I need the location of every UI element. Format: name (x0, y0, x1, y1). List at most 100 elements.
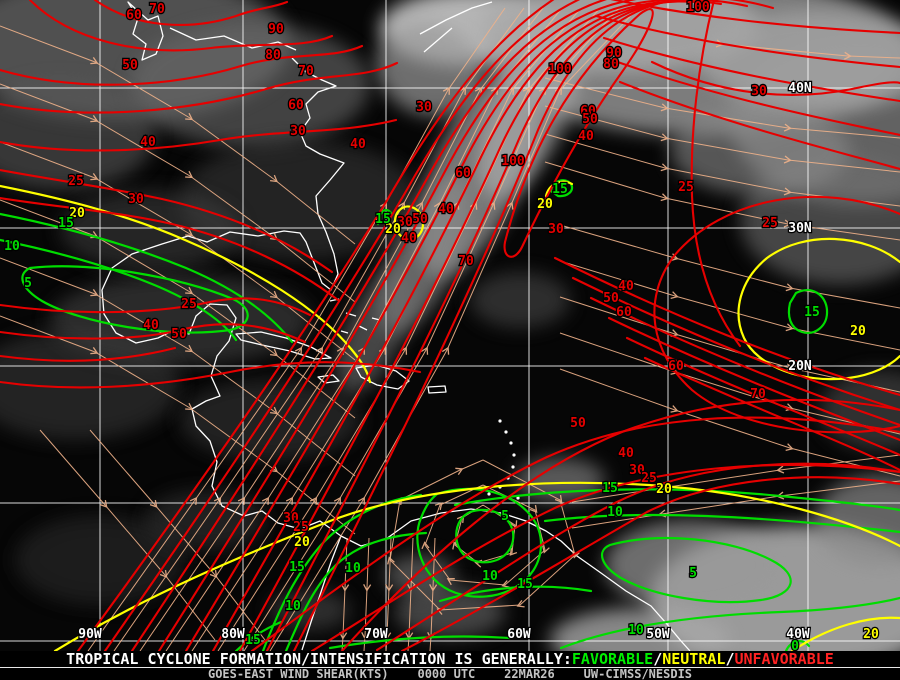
green-contour (787, 289, 829, 334)
red-contour (0, 61, 399, 114)
yellow-contour (544, 180, 574, 198)
wind-shear-map: 60 70 90 80 70 50 60 30 30 40 40 100 100 90 80 30 60 50 40… (0, 0, 900, 651)
red-contour (400, 476, 900, 651)
contour-label: 10 (607, 505, 623, 520)
red-contour (571, 276, 900, 412)
red-contour (157, 0, 638, 651)
contour-label: 10 (4, 239, 20, 254)
red-contour (0, 346, 177, 362)
red-contour (0, 196, 340, 302)
streamline (269, 7, 639, 651)
red-contour (553, 256, 900, 397)
red-contour (265, 0, 749, 651)
grid-coordinate-labels: 90W 80W 70W 60W 50W 40W 40N 30N 20N (77, 80, 813, 644)
contour-label: 50 (412, 212, 428, 227)
streamline (427, 537, 438, 651)
shear-contours-unfavorable (0, 0, 900, 651)
contour-label: 30 (751, 84, 767, 99)
headline-segment: TROPICAL CYCLONE FORMATION/INTENSIFICATI… (66, 650, 572, 668)
streamline (89, 429, 266, 641)
streamline (544, 161, 900, 241)
contour-label: 100 (501, 154, 525, 169)
contour-label: 25 (678, 180, 694, 195)
red-contour (643, 356, 900, 472)
red-contour (130, 0, 608, 651)
streamline (559, 260, 900, 351)
cloud (470, 272, 570, 328)
green-contour (21, 265, 249, 334)
red-contour (211, 0, 697, 651)
contour-label: 40 (618, 279, 634, 294)
streamline (559, 332, 900, 435)
island-dot (487, 492, 491, 496)
contour-label: 50 (582, 112, 598, 127)
product-info-bar: GOES-EAST WIND SHEAR(KTS) 0000 UTC 22MAR… (0, 668, 900, 680)
contour-label: 60 (455, 166, 471, 181)
red-contour (238, 0, 723, 651)
contour-label: 60 (668, 359, 684, 374)
cloud (605, 520, 775, 610)
yellow-contour (393, 205, 424, 241)
contour-label: 20 (656, 482, 672, 497)
contour-label: 20 (537, 197, 553, 212)
cloud (385, 555, 455, 595)
red-contour (607, 316, 900, 442)
contour-label: 40 (350, 137, 366, 152)
contour-label: 5 (501, 509, 509, 524)
red-contour (653, 195, 900, 434)
red-contour (650, 60, 900, 96)
contour-label: 90 (268, 22, 284, 37)
green-contour (455, 508, 515, 564)
headline-segment: / (725, 650, 735, 668)
contour-label: 25 (762, 216, 778, 231)
contour-label: 50 (570, 416, 586, 431)
contour-label: 15 (58, 216, 74, 231)
lon-label: 40W (786, 627, 810, 642)
contour-label: 5 (24, 276, 32, 291)
headline-bar: TROPICAL CYCLONE FORMATION/INTENSIFICATI… (0, 651, 900, 668)
red-contour (610, 58, 900, 137)
green-contour (376, 208, 393, 226)
contour-label: 40 (438, 202, 454, 217)
red-contour (0, 297, 312, 317)
contour-label: 15 (375, 212, 391, 227)
contour-label: 60 (580, 104, 596, 119)
cloud (60, 190, 240, 270)
contour-label: 0 (791, 639, 799, 651)
lon-label: 90W (78, 627, 102, 642)
red-contour (0, 323, 307, 344)
contour-label: 100 (548, 62, 572, 77)
green-contour (453, 488, 900, 512)
red-contour (103, 0, 581, 651)
contour-label: 10 (345, 561, 361, 576)
red-contour (602, 36, 900, 103)
green-contour (328, 635, 512, 650)
contour-label: 40 (618, 446, 634, 461)
cloud (815, 475, 900, 565)
streamline (339, 537, 350, 651)
contour-label: 70 (298, 64, 314, 79)
contour-label: 60 (616, 305, 632, 320)
red-contour (594, 14, 900, 69)
contour-label: 10 (285, 599, 301, 614)
green-contour (543, 513, 900, 534)
red-contour (375, 462, 900, 651)
coastline (419, 1, 493, 53)
red-contour (28, 0, 334, 52)
contour-label: 80 (603, 57, 619, 72)
headline-segment: / (653, 650, 663, 668)
lon-label: 70W (364, 627, 388, 642)
contour-label: 30 (416, 100, 432, 115)
red-contour (93, 0, 289, 26)
contour-label: 30 (397, 215, 413, 230)
contour-label: 20 (385, 222, 401, 237)
contour-label: 10 (628, 623, 644, 638)
contour-label: 80 (265, 48, 281, 63)
cloud (700, 10, 900, 110)
green-contour (416, 487, 543, 598)
contour-label: 25 (181, 297, 197, 312)
contour-label: 25 (641, 471, 657, 486)
red-contour (310, 463, 900, 651)
contour-label: 40 (143, 318, 159, 333)
